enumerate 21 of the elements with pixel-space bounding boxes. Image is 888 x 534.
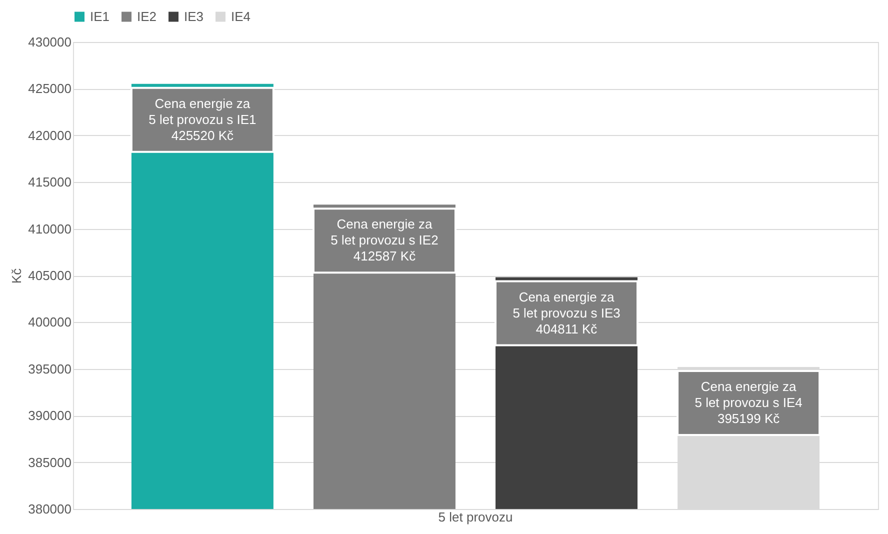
data-label: Cena energie za 5 let provozu s IE2 412587 Kč bbox=[330, 216, 438, 264]
y-tick-label: 400000 bbox=[28, 314, 72, 330]
data-label: Cena energie za 5 let provozu s IE4 395199 Kč bbox=[694, 379, 802, 426]
y-tick-label: 395000 bbox=[28, 361, 72, 376]
y-tick-label: 390000 bbox=[28, 408, 72, 424]
y-tick-label: 410000 bbox=[28, 221, 72, 236]
y-tick-label: 415000 bbox=[28, 174, 72, 190]
data-label: Cena energie za 5 let provozu s IE3 404811 Kč bbox=[512, 289, 620, 336]
x-tick-label: 5 let provozu bbox=[438, 510, 513, 524]
y-tick-label: 380000 bbox=[28, 502, 72, 516]
legend-label: IE1 bbox=[90, 8, 110, 24]
y-tick-label: 385000 bbox=[28, 454, 72, 470]
y-tick-label: 420000 bbox=[28, 128, 72, 143]
y-axis-title: Kč bbox=[9, 268, 24, 284]
legend-label: IE2 bbox=[137, 8, 157, 24]
y-tick-label: 425000 bbox=[28, 81, 72, 96]
y-tick-label: 405000 bbox=[28, 268, 72, 283]
y-tick-label: 430000 bbox=[28, 34, 72, 50]
legend-label: IE3 bbox=[184, 8, 204, 24]
legend-label: IE4 bbox=[231, 8, 251, 24]
data-label: Cena energie za 5 let provozu s IE1 425520 Kč bbox=[148, 96, 256, 143]
